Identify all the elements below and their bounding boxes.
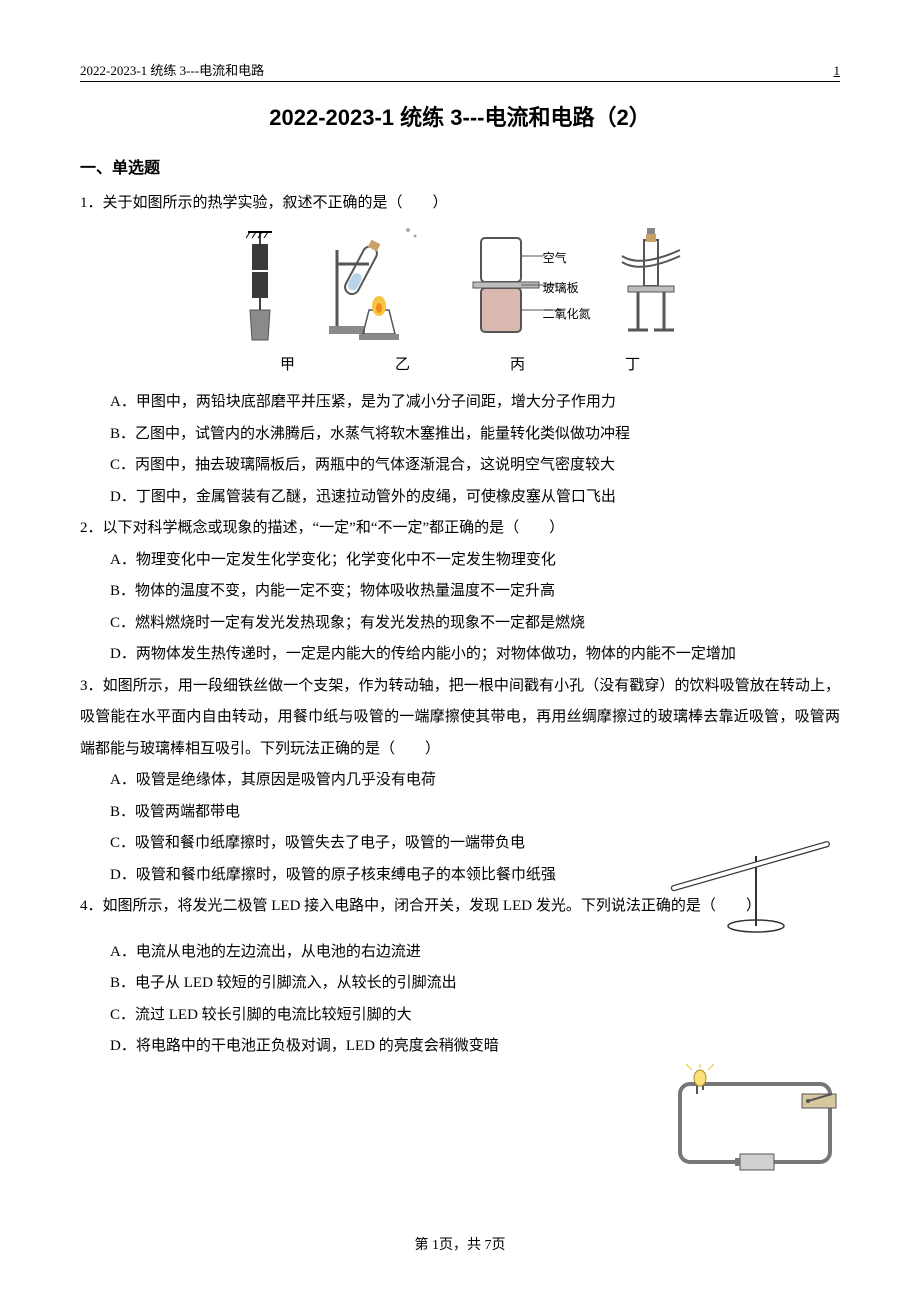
q1-figure-row: 空气 玻璃板 二氧化氮 <box>230 226 690 346</box>
ether-tube-icon <box>610 226 690 346</box>
header-page-number: 1 <box>834 63 841 79</box>
page-footer: 第 1页，共 7页 <box>0 1234 920 1254</box>
q1-figure-jia <box>230 226 290 346</box>
q2-option-c: C．燃料燃烧时一定有发光发热现象；有发光发热的现象不一定都是燃烧 <box>80 608 840 640</box>
q1-fig-glass-label: 玻璃板 <box>543 276 579 301</box>
q4-option-b: B．电子从 LED 较短的引脚流入，从较长的引脚流出 <box>80 968 840 1000</box>
q1-option-a: A．甲图中，两铅块底部磨平并压紧，是为了减小分子间距，增大分子作用力 <box>80 387 840 419</box>
q1-option-d: D．丁图中，金属管装有乙醚，迅速拉动管外的皮绳，可使橡皮塞从管口飞出 <box>80 482 840 514</box>
q2-stem: 2．以下对科学概念或现象的描述，“一定”和“不一定”都正确的是（ ） <box>80 513 840 545</box>
page-title: 2022-2023-1 统练 3---电流和电路（2） <box>80 100 840 132</box>
q1-option-b: B．乙图中，试管内的水沸腾后，水蒸气将软木塞推出，能量转化类似做功冲程 <box>80 419 840 451</box>
q4-option-d: D．将电路中的干电池正负极对调，LED 的亮度会稍微变暗 <box>80 1031 840 1063</box>
q1-label-bing: 丙 <box>460 350 575 382</box>
q3-stem: 3．如图所示，用一段细铁丝做一个支架，作为转动轴，把一根中间戳有小孔（没有戳穿）… <box>80 671 840 766</box>
q2-option-a: A．物理变化中一定发生化学变化；化学变化中不一定发生物理变化 <box>80 545 840 577</box>
q1-figure-bing: 空气 玻璃板 二氧化氮 <box>467 226 577 346</box>
q1-fig-air-label: 空气 <box>543 246 567 271</box>
q2-option-d: D．两物体发生热传递时，一定是内能大的传给内能小的；对物体做功，物体的内能不一定… <box>80 639 840 671</box>
q2-option-b: B．物体的温度不变，内能一定不变；物体吸收热量温度不一定升高 <box>80 576 840 608</box>
section-heading-1: 一、单选题 <box>80 154 840 178</box>
page-header: 2022-2023-1 统练 3---电流和电路 1 <box>80 60 840 82</box>
q4-led-circuit-icon <box>670 1064 840 1174</box>
question-2: 2．以下对科学概念或现象的描述，“一定”和“不一定”都正确的是（ ） A．物理变… <box>80 513 840 671</box>
q4-option-a: A．电流从电池的左边流出，从电池的右边流进 <box>80 937 840 969</box>
q1-fig-no2-label: 二氧化氮 <box>543 302 591 327</box>
q1-figure-ding <box>610 226 690 346</box>
q1-label-ding: 丁 <box>575 350 690 382</box>
q3-straw-stand-icon <box>660 814 840 934</box>
lead-block-icon <box>230 226 290 346</box>
question-1: 1．关于如图所示的热学实验，叙述不正确的是（ ） <box>80 188 840 513</box>
q1-stem: 1．关于如图所示的热学实验，叙述不正确的是（ ） <box>80 188 840 220</box>
q1-option-c: C．丙图中，抽去玻璃隔板后，两瓶中的气体逐渐混合，这说明空气密度较大 <box>80 450 840 482</box>
q1-label-yi: 乙 <box>345 350 460 382</box>
q4-option-c: C．流过 LED 较长引脚的电流比较短引脚的大 <box>80 1000 840 1032</box>
q1-figure-labels: 甲 乙 丙 丁 <box>230 350 690 382</box>
q1-figure-yi <box>323 226 433 346</box>
q1-label-jia: 甲 <box>230 350 345 382</box>
header-left: 2022-2023-1 统练 3---电流和电路 <box>80 60 264 79</box>
boiling-tube-icon <box>323 226 433 346</box>
q3-option-a: A．吸管是绝缘体，其原因是吸管内几乎没有电荷 <box>80 765 840 797</box>
